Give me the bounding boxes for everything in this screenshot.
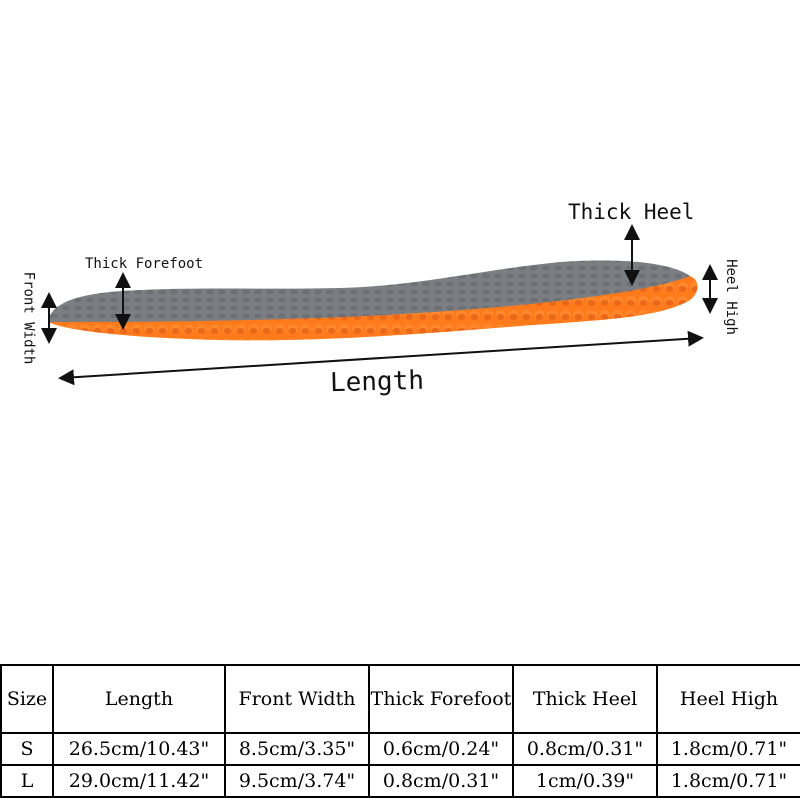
thick-forefoot-label: Thick Forefoot	[85, 256, 204, 272]
header-front-width: Front Width	[224, 664, 370, 734]
table-row: S 26.5cm/10.43" 8.5cm/3.35" 0.6cm/0.24" …	[0, 732, 800, 766]
heel-high-label: Heel High	[722, 259, 739, 335]
table-header-row: Size Length Front Width Thick Forefoot T…	[0, 664, 800, 734]
cell-thick-heel: 1cm/0.39"	[512, 764, 658, 798]
insole-illustration	[41, 224, 718, 386]
cell-thick-forefoot: 0.8cm/0.31"	[368, 764, 514, 798]
cell-size: L	[0, 764, 54, 798]
front-width-label: Front Width	[20, 271, 37, 365]
cell-thick-heel: 0.8cm/0.31"	[512, 732, 658, 766]
header-heel-high: Heel High	[656, 664, 800, 734]
cell-size: S	[0, 732, 54, 766]
table-row: L 29.0cm/11.42" 9.5cm/3.74" 0.8cm/0.31" …	[0, 764, 800, 798]
cell-heel-high: 1.8cm/0.71"	[656, 764, 800, 798]
header-size: Size	[0, 664, 54, 734]
product-diagram: Length Thick Heel Thick Forefoot Front W…	[20, 200, 739, 399]
header-thick-heel: Thick Heel	[512, 664, 658, 734]
cell-thick-forefoot: 0.6cm/0.24"	[368, 732, 514, 766]
size-table: Size Length Front Width Thick Forefoot T…	[0, 664, 800, 798]
header-thick-forefoot: Thick Forefoot	[368, 664, 514, 734]
cell-front-width: 9.5cm/3.74"	[224, 764, 370, 798]
cell-length: 29.0cm/11.42"	[52, 764, 226, 798]
cell-front-width: 8.5cm/3.35"	[224, 732, 370, 766]
length-arrow	[58, 330, 704, 386]
thick-heel-label: Thick Heel	[568, 200, 695, 224]
header-length: Length	[52, 664, 226, 734]
length-label: Length	[329, 365, 425, 399]
cell-length: 26.5cm/10.43"	[52, 732, 226, 766]
cell-heel-high: 1.8cm/0.71"	[656, 732, 800, 766]
